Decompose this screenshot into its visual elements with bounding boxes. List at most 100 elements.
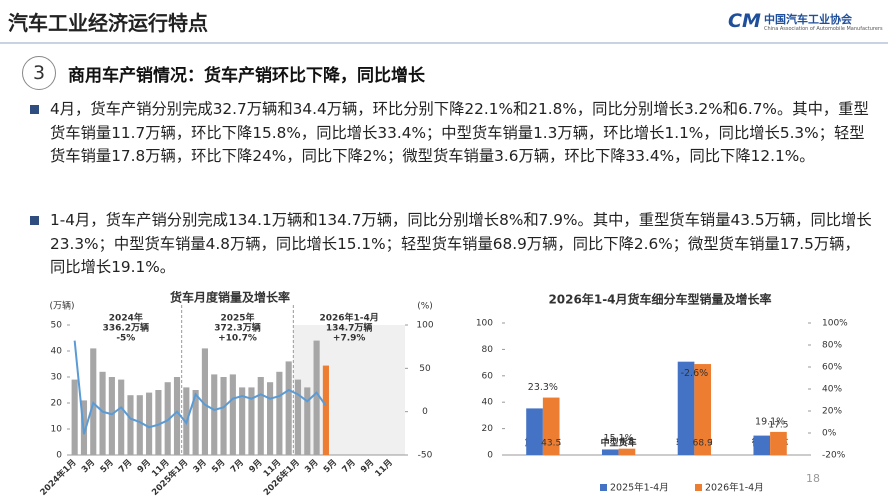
bar <box>266 382 274 455</box>
y2-tick-label: 100 <box>416 321 433 331</box>
bar <box>304 387 311 455</box>
y2-tick-label: -50 <box>418 451 433 461</box>
logo-text-en: China Association of Automobile Manufact… <box>764 26 883 32</box>
bar <box>146 392 153 455</box>
data-label: 17.5 <box>768 420 788 430</box>
bar <box>276 371 283 455</box>
section-number: 3 <box>22 56 56 90</box>
data-label: 68.9 <box>693 439 713 449</box>
line <box>73 340 327 435</box>
bar <box>313 340 320 455</box>
y2-tick-label: 50 <box>419 364 431 374</box>
annotation: 134.7万辆 <box>326 322 372 334</box>
bar <box>322 365 329 455</box>
annotation: +7.9% <box>333 334 366 344</box>
y-tick-label: 40 <box>51 347 63 357</box>
annotation: 336.2万辆 <box>103 322 149 334</box>
bar <box>753 435 771 455</box>
y-tick-label: 0 <box>56 451 62 461</box>
bar <box>127 395 134 455</box>
y2-tick-label: 20% <box>822 407 842 417</box>
x-tick-label: 5月 <box>322 458 339 475</box>
x-tick-label: 3月 <box>80 458 97 475</box>
legend-label: 2025年1-4月 <box>610 482 669 494</box>
bullet: 1-4月，货车产销分别完成134.1万辆和134.7万辆，同比分别增长8%和7.… <box>30 209 875 280</box>
chart-title: 2026年1-4月货车细分车型销量及增长率 <box>548 292 771 307</box>
y-tick-label: 80 <box>482 345 494 355</box>
bar <box>164 382 171 455</box>
logo-mark: CM <box>728 10 761 32</box>
bar <box>526 408 543 455</box>
bar <box>136 395 143 455</box>
y2-tick-label: 0 <box>422 407 428 417</box>
annotation: -5% <box>116 334 135 344</box>
header-title: 汽车工业经济运行特点 <box>8 11 208 35</box>
bar <box>99 371 106 455</box>
y-tick-label: 20 <box>482 424 494 434</box>
annotation: +10.7% <box>218 334 257 344</box>
y-tick-label: 40 <box>482 398 494 408</box>
growth-label: 23.3% <box>528 382 558 393</box>
bar <box>118 379 125 455</box>
section: 3 商用车产销情况：货车产销环比下降，同比增长 <box>22 56 862 90</box>
bar <box>248 387 255 455</box>
y2-tick-label: 60% <box>822 363 842 373</box>
bar <box>694 364 712 455</box>
y-tick-label: 100 <box>476 319 493 329</box>
x-tick-label: 7月 <box>340 458 357 475</box>
x-tick-label: 11月 <box>373 458 394 479</box>
bar <box>211 374 218 455</box>
x-tick-label: 5月 <box>98 458 115 475</box>
bar <box>201 348 209 455</box>
bar <box>285 361 292 455</box>
bar <box>71 379 78 455</box>
data-label: 43.5 <box>541 439 561 449</box>
x-tick-label: 3月 <box>192 458 209 475</box>
y2-tick-label: -20% <box>822 451 846 461</box>
bullet: 4月，货车产销分别完成32.7万辆和34.4万辆，环比分别下降22.1%和21.… <box>30 98 875 169</box>
y-tick-label: 10 <box>51 425 63 435</box>
y2-axis-label: (%) <box>417 302 433 312</box>
x-tick-label: 7月 <box>117 458 134 475</box>
bar <box>618 448 636 455</box>
legend-swatch <box>600 484 607 491</box>
y-tick-label: 60 <box>482 371 494 381</box>
y-tick-label: 50 <box>51 321 63 331</box>
bar <box>257 377 264 455</box>
growth-label: 15.1% <box>604 433 634 444</box>
x-tick-label: 2024年1月 <box>38 457 79 498</box>
chart-title: 货车月度销量及增长率 <box>170 290 290 305</box>
bar <box>601 449 619 455</box>
x-tick-label: 3月 <box>303 458 320 475</box>
y2-tick-label: 100% <box>822 319 848 329</box>
y-axis-label: (万辆) <box>49 300 74 312</box>
legend-label: 2026年1-4月 <box>705 482 764 494</box>
bar <box>155 390 162 455</box>
header: 汽车工业经济运行特点 CM 中国汽车工业协会 China Association… <box>0 0 888 44</box>
annotation: 2025年 <box>220 312 254 324</box>
bar <box>542 397 560 455</box>
bar <box>108 377 115 455</box>
x-tick-label: 5月 <box>210 458 227 475</box>
y-tick-label: 20 <box>51 399 63 409</box>
x-tick-label: 中型货车 <box>601 437 637 449</box>
bar <box>229 374 236 455</box>
page-number: 18 <box>806 472 820 485</box>
logo: CM 中国汽车工业协会 China Association of Automob… <box>728 8 883 38</box>
annotation: 372.3万辆 <box>214 322 260 334</box>
y2-tick-label: 40% <box>822 385 842 395</box>
x-tick-label: 7月 <box>229 458 246 475</box>
annotation: 2024年 <box>109 312 143 324</box>
bar <box>220 377 227 455</box>
y2-tick-label: 80% <box>822 341 842 351</box>
section-title: 商用车产销情况：货车产销环比下降，同比增长 <box>68 66 425 86</box>
shade <box>293 325 405 455</box>
bar <box>770 431 787 455</box>
bar <box>173 377 181 455</box>
bar <box>239 387 246 455</box>
y2-tick-label: 0% <box>822 429 837 439</box>
bar <box>192 390 199 455</box>
y-tick-label: 0 <box>487 451 493 461</box>
